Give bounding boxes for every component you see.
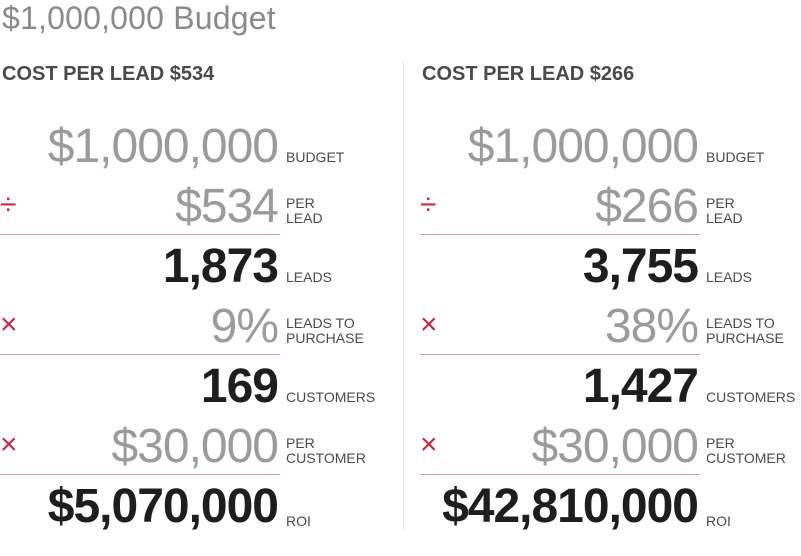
- divider-rule: [420, 234, 700, 235]
- customers-value: 1,427: [582, 360, 699, 413]
- leads-row: 3,755 LEADS: [420, 242, 801, 302]
- budget-row: $1,000,000 BUDGET: [420, 122, 801, 182]
- divide-icon: ÷: [0, 188, 17, 221]
- leads-row: 1,873 LEADS: [0, 242, 400, 302]
- budget-label: BUDGET: [706, 149, 765, 165]
- roi-row: $42,810,000 ROI: [420, 482, 801, 542]
- scenario-column-1: COST PER LEAD $534 $1,000,000 BUDGET ÷ $…: [0, 0, 400, 556]
- multiply-icon: ×: [0, 428, 18, 461]
- cost-per-lead-label: PER LEAD: [286, 195, 323, 226]
- multiply-icon: ×: [420, 308, 438, 341]
- conversion-label: LEADS TO PURCHASE: [286, 315, 364, 346]
- conversion-label: LEADS TO PURCHASE: [706, 315, 784, 346]
- budget-row: $1,000,000 BUDGET: [0, 122, 400, 182]
- roi-row: $5,070,000 ROI: [0, 482, 400, 542]
- leads-label: LEADS: [706, 269, 752, 285]
- leads-value: 1,873: [162, 240, 279, 293]
- cost-per-lead-row: ÷ $534 PER LEAD: [0, 182, 400, 242]
- revenue-per-customer-value: $30,000: [111, 420, 279, 473]
- divider-rule: [0, 234, 280, 235]
- conversion-value: 38%: [604, 300, 699, 353]
- divider-rule: [420, 354, 700, 355]
- roi-value: $5,070,000: [47, 480, 279, 533]
- scenario-column-2: COST PER LEAD $266 $1,000,000 BUDGET ÷ $…: [420, 0, 801, 556]
- divider-rule: [0, 354, 280, 355]
- cost-per-lead-value: $266: [595, 180, 699, 233]
- leads-value: 3,755: [582, 240, 699, 293]
- page-title: $1,000,000 Budget: [2, 0, 276, 36]
- revenue-per-customer-row: × $30,000 PER CUSTOMER: [0, 422, 400, 482]
- leads-label: LEADS: [286, 269, 332, 285]
- customers-value: 169: [200, 360, 279, 413]
- revenue-per-customer-label: PER CUSTOMER: [706, 435, 786, 466]
- revenue-per-customer-value: $30,000: [531, 420, 699, 473]
- cost-per-lead-row: ÷ $266 PER LEAD: [420, 182, 801, 242]
- conversion-row: × 38% LEADS TO PURCHASE: [420, 302, 801, 362]
- roi-label: ROI: [286, 513, 311, 529]
- conversion-row: × 9% LEADS TO PURCHASE: [0, 302, 400, 362]
- budget-label: BUDGET: [286, 149, 345, 165]
- revenue-per-customer-label: PER CUSTOMER: [286, 435, 366, 466]
- multiply-icon: ×: [0, 308, 18, 341]
- column-divider: [403, 60, 404, 530]
- customers-row: 1,427 CUSTOMERS: [420, 362, 801, 422]
- budget-value: $1,000,000: [47, 120, 279, 173]
- conversion-value: 9%: [210, 300, 279, 353]
- revenue-per-customer-row: × $30,000 PER CUSTOMER: [420, 422, 801, 482]
- multiply-icon: ×: [420, 428, 438, 461]
- roi-label: ROI: [706, 513, 731, 529]
- divide-icon: ÷: [420, 188, 437, 221]
- cost-per-lead-value: $534: [175, 180, 279, 233]
- divider-rule: [0, 474, 280, 475]
- cost-per-lead-heading: COST PER LEAD $534: [2, 63, 215, 85]
- cost-per-lead-heading: COST PER LEAD $266: [422, 63, 635, 85]
- budget-value: $1,000,000: [467, 120, 699, 173]
- customers-label: CUSTOMERS: [286, 389, 376, 405]
- customers-label: CUSTOMERS: [706, 389, 796, 405]
- cost-per-lead-label: PER LEAD: [706, 195, 743, 226]
- divider-rule: [420, 474, 700, 475]
- customers-row: 169 CUSTOMERS: [0, 362, 400, 422]
- roi-value: $42,810,000: [442, 480, 699, 533]
